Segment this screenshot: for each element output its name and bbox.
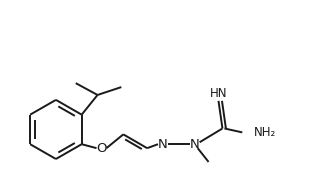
Text: HN: HN <box>210 88 227 100</box>
Text: O: O <box>96 142 107 155</box>
Text: N: N <box>190 138 200 151</box>
Text: NH₂: NH₂ <box>254 126 276 139</box>
Text: N: N <box>158 138 168 151</box>
